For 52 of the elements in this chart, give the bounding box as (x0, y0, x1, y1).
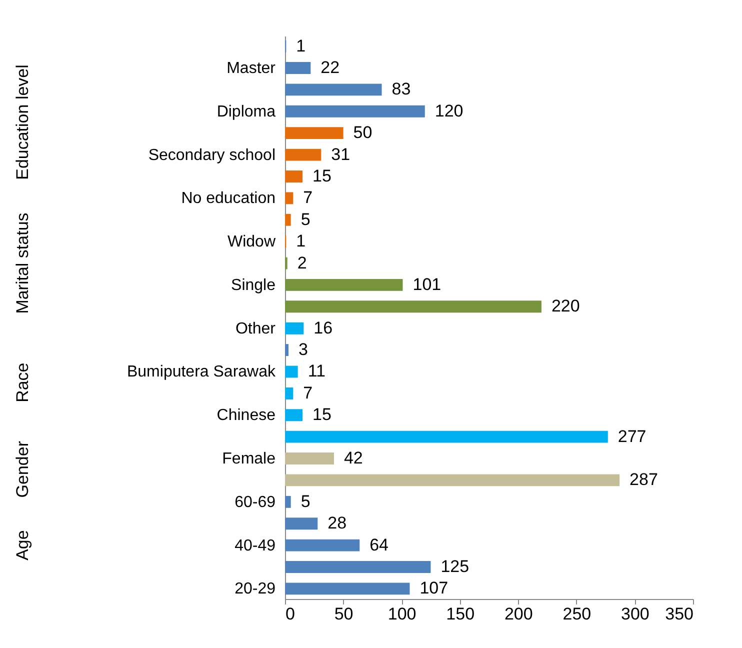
data-label: 50 (353, 123, 372, 142)
y-tick-label: 40-49 (234, 537, 276, 554)
data-label: 31 (331, 144, 350, 164)
data-label: 2 (297, 253, 307, 272)
data-label: 5 (300, 210, 310, 229)
data-label: 83 (392, 80, 411, 99)
data-label: 42 (344, 448, 363, 468)
data-label: 120 (434, 101, 464, 120)
y-tick-label: Single (231, 276, 276, 294)
x-tick-label: 0 (286, 604, 295, 624)
data-label: 125 (440, 557, 470, 576)
data-label: 15 (312, 405, 332, 424)
y-tick-label: Diploma (216, 103, 276, 120)
x-tick-label: 100 (388, 604, 416, 624)
x-tick-label: 150 (446, 604, 475, 624)
y-tick-label: No education (181, 190, 276, 208)
y-tick-label: Chinese (216, 407, 276, 424)
data-label: 101 (412, 274, 442, 294)
data-label: 16 (314, 318, 333, 338)
data-label: 11 (308, 362, 326, 381)
x-tick-label: 50 (334, 604, 354, 624)
data-label: 220 (551, 296, 580, 316)
data-label: 7 (303, 188, 313, 208)
x-tick-label: 350 (665, 604, 694, 624)
data-label: 22 (320, 58, 340, 77)
text: Age (13, 530, 32, 560)
y-tick-label: Female (222, 450, 276, 468)
data-label: 1 (296, 36, 306, 56)
x-tick-label: 250 (562, 604, 592, 624)
y-tick-label: Other (235, 320, 276, 338)
data-label: 7 (303, 383, 313, 402)
data-label: 287 (630, 470, 658, 490)
text: Race (13, 362, 32, 402)
data-label: 5 (300, 492, 310, 511)
x-tick-label: 300 (621, 604, 650, 624)
text: Education level (13, 64, 32, 180)
data-label: 1 (296, 232, 306, 251)
y-tick-label: 20-29 (234, 580, 276, 598)
y-tick-label: Widow (227, 234, 276, 251)
data-label: 28 (328, 514, 347, 533)
y-tick-label: 60-69 (234, 494, 276, 511)
data-label: 15 (312, 166, 332, 186)
data-label: 3 (298, 340, 308, 360)
text: Marital status (13, 212, 32, 314)
x-tick-label: 200 (504, 604, 533, 624)
y-tick-label: Secondary school (148, 146, 276, 164)
text: Gender (13, 440, 32, 498)
y-tick-label: Master (226, 60, 276, 77)
data-label: 277 (618, 426, 646, 446)
data-label: 64 (370, 535, 389, 554)
y-tick-label: Bumiputera Sarawak (126, 364, 276, 381)
data-label: 107 (420, 578, 448, 598)
